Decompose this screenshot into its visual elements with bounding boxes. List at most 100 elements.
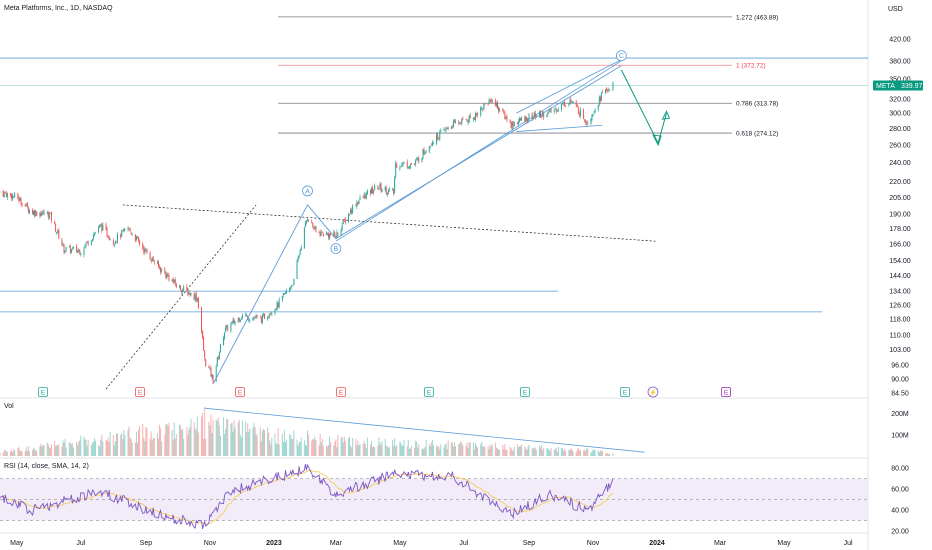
- candle[interactable]: [234, 321, 236, 325]
- candle[interactable]: [374, 185, 376, 191]
- candle[interactable]: [55, 224, 57, 232]
- candle[interactable]: [534, 112, 536, 119]
- candle[interactable]: [25, 203, 27, 207]
- price-pane[interactable]: [0, 0, 868, 398]
- candle[interactable]: [296, 261, 298, 279]
- candle[interactable]: [365, 193, 367, 199]
- candle[interactable]: [455, 120, 457, 122]
- candle[interactable]: [197, 297, 199, 309]
- candle[interactable]: [271, 313, 273, 315]
- candle[interactable]: [167, 274, 169, 277]
- candle[interactable]: [607, 89, 609, 92]
- candle[interactable]: [352, 205, 354, 214]
- candle[interactable]: [18, 198, 20, 202]
- candle[interactable]: [113, 244, 115, 245]
- candle[interactable]: [32, 210, 34, 214]
- candle[interactable]: [528, 113, 530, 119]
- candle[interactable]: [440, 129, 442, 132]
- candle[interactable]: [71, 247, 73, 249]
- candle[interactable]: [513, 123, 515, 126]
- candle[interactable]: [26, 202, 28, 207]
- candle[interactable]: [461, 118, 463, 124]
- candle[interactable]: [33, 211, 35, 215]
- candle[interactable]: [190, 293, 192, 295]
- candle[interactable]: [275, 309, 277, 311]
- candle[interactable]: [587, 122, 589, 125]
- candle[interactable]: [548, 110, 550, 113]
- candle[interactable]: [2, 191, 4, 197]
- candle[interactable]: [472, 117, 474, 120]
- candle[interactable]: [196, 298, 198, 301]
- candle[interactable]: [117, 234, 119, 243]
- candle[interactable]: [267, 316, 269, 320]
- candle[interactable]: [282, 293, 284, 296]
- candle[interactable]: [363, 194, 365, 198]
- candle[interactable]: [512, 121, 514, 127]
- candle[interactable]: [131, 235, 133, 236]
- candle[interactable]: [105, 224, 107, 230]
- candle[interactable]: [109, 239, 111, 240]
- candle[interactable]: [248, 319, 250, 321]
- candle[interactable]: [56, 232, 58, 233]
- candle[interactable]: [41, 213, 43, 215]
- candle[interactable]: [58, 229, 60, 239]
- candle[interactable]: [69, 246, 71, 253]
- candle[interactable]: [101, 223, 103, 231]
- candle[interactable]: [570, 99, 572, 102]
- candle[interactable]: [143, 248, 145, 253]
- candle[interactable]: [344, 219, 346, 223]
- candle[interactable]: [452, 121, 454, 127]
- candle[interactable]: [269, 313, 271, 317]
- candle[interactable]: [481, 107, 483, 109]
- candle[interactable]: [509, 120, 511, 122]
- candle[interactable]: [195, 293, 197, 301]
- candle[interactable]: [330, 233, 332, 236]
- candle[interactable]: [591, 115, 593, 120]
- candle[interactable]: [183, 286, 185, 291]
- candle[interactable]: [593, 113, 595, 114]
- candle[interactable]: [564, 101, 566, 107]
- candle[interactable]: [436, 133, 438, 144]
- candle[interactable]: [85, 242, 87, 245]
- candle[interactable]: [380, 183, 382, 191]
- candle[interactable]: [487, 104, 489, 105]
- candle[interactable]: [402, 162, 404, 165]
- candle[interactable]: [477, 113, 479, 116]
- candle[interactable]: [606, 88, 608, 91]
- candle[interactable]: [506, 116, 508, 121]
- candle[interactable]: [496, 102, 498, 109]
- candle[interactable]: [68, 246, 70, 247]
- candle[interactable]: [90, 240, 92, 245]
- candle[interactable]: [547, 112, 549, 116]
- candle[interactable]: [447, 127, 449, 130]
- candle[interactable]: [410, 163, 412, 165]
- candle[interactable]: [571, 101, 573, 103]
- candle[interactable]: [450, 126, 452, 129]
- candle[interactable]: [84, 244, 86, 249]
- candle[interactable]: [553, 109, 555, 113]
- candle[interactable]: [533, 112, 535, 117]
- candle[interactable]: [63, 244, 65, 253]
- candle[interactable]: [145, 249, 147, 250]
- candle[interactable]: [325, 232, 327, 236]
- candle[interactable]: [35, 210, 37, 216]
- candle[interactable]: [274, 309, 276, 314]
- candle[interactable]: [20, 198, 22, 204]
- candle[interactable]: [319, 232, 321, 236]
- candle[interactable]: [556, 110, 558, 112]
- candle[interactable]: [335, 235, 337, 238]
- candle[interactable]: [98, 226, 100, 233]
- candle[interactable]: [579, 109, 581, 116]
- candle[interactable]: [227, 325, 229, 331]
- candle[interactable]: [488, 99, 490, 104]
- candle[interactable]: [318, 231, 320, 233]
- candle[interactable]: [388, 189, 390, 190]
- candle[interactable]: [223, 337, 225, 345]
- candle[interactable]: [187, 289, 189, 296]
- candle[interactable]: [439, 131, 441, 141]
- candle[interactable]: [453, 120, 455, 122]
- candle[interactable]: [429, 145, 431, 147]
- candle[interactable]: [160, 267, 162, 273]
- candle[interactable]: [543, 112, 545, 118]
- candle[interactable]: [340, 230, 342, 236]
